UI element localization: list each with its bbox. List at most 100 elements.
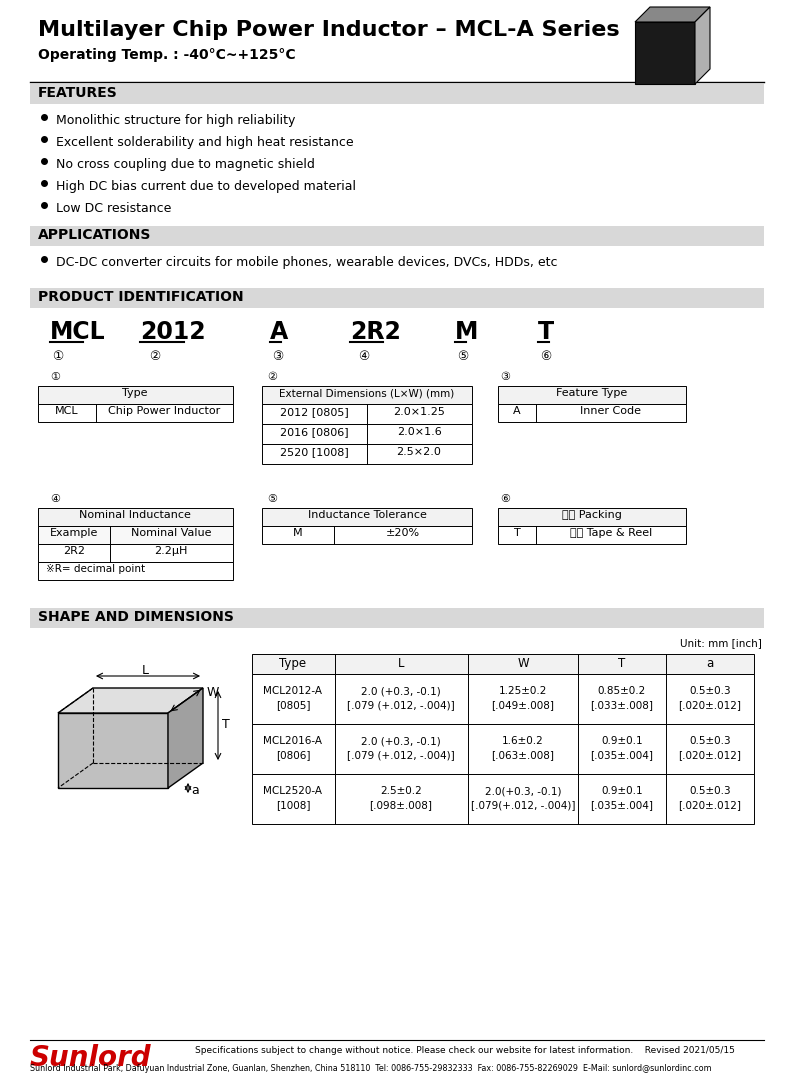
- Text: Example: Example: [50, 528, 98, 538]
- Text: ⑥: ⑥: [541, 350, 552, 363]
- Text: T: T: [514, 528, 520, 538]
- Text: W: W: [517, 657, 529, 670]
- Text: 2012 [0805]: 2012 [0805]: [279, 407, 349, 417]
- Text: [.079 (+.012, -.004)]: [.079 (+.012, -.004)]: [347, 750, 455, 760]
- Text: 2.0×1.25: 2.0×1.25: [393, 407, 445, 417]
- Text: L: L: [398, 657, 404, 670]
- Text: 维带 Tape & Reel: 维带 Tape & Reel: [570, 528, 652, 538]
- Text: [.035±.004]: [.035±.004]: [591, 750, 653, 760]
- Text: [.020±.012]: [.020±.012]: [679, 800, 742, 810]
- Text: ①: ①: [52, 350, 64, 363]
- Text: Nominal Value: Nominal Value: [131, 528, 211, 538]
- Text: [.079 (+.012, -.004)]: [.079 (+.012, -.004)]: [347, 700, 455, 710]
- Text: 2.0 (+0.3, -0.1): 2.0 (+0.3, -0.1): [361, 686, 441, 696]
- Text: [.035±.004]: [.035±.004]: [591, 800, 653, 810]
- Text: 0.5±0.3: 0.5±0.3: [689, 686, 730, 696]
- Text: 0.5±0.3: 0.5±0.3: [689, 786, 730, 796]
- Polygon shape: [635, 6, 710, 22]
- Text: ③: ③: [500, 372, 510, 382]
- Text: 包装 Packing: 包装 Packing: [562, 510, 622, 520]
- Text: 0.9±0.1: 0.9±0.1: [601, 786, 643, 796]
- Text: 0.85±0.2: 0.85±0.2: [598, 686, 646, 696]
- Text: [0805]: [0805]: [276, 700, 310, 710]
- Text: 2R2: 2R2: [350, 320, 401, 344]
- Text: MCL2520-A: MCL2520-A: [264, 786, 322, 796]
- Bar: [262, 526, 472, 544]
- Text: L: L: [141, 665, 148, 677]
- Text: 0.5±0.3: 0.5±0.3: [689, 736, 730, 746]
- Bar: [38, 526, 233, 544]
- Text: ※R= decimal point: ※R= decimal point: [46, 564, 145, 574]
- Text: 2.2μH: 2.2μH: [154, 546, 187, 556]
- Text: A: A: [513, 406, 521, 416]
- Text: Monolithic structure for high reliability: Monolithic structure for high reliabilit…: [56, 114, 295, 127]
- Text: FEATURES: FEATURES: [38, 86, 118, 100]
- Text: 2520 [1008]: 2520 [1008]: [279, 447, 349, 457]
- Text: Low DC resistance: Low DC resistance: [56, 202, 172, 215]
- Text: ④: ④: [358, 350, 370, 363]
- Text: [1008]: [1008]: [276, 800, 310, 810]
- Text: a: a: [707, 657, 714, 670]
- Text: MCL: MCL: [50, 320, 106, 344]
- Text: Sunlord Industrial Park, Dafuyuan Industrial Zone, Guanlan, Shenzhen, China 5181: Sunlord Industrial Park, Dafuyuan Indust…: [30, 1064, 711, 1073]
- Text: ③: ③: [272, 350, 283, 363]
- Bar: [38, 508, 233, 526]
- Text: Type: Type: [279, 657, 306, 670]
- Bar: [30, 226, 764, 246]
- Bar: [498, 404, 686, 422]
- Text: ⑥: ⑥: [500, 494, 510, 504]
- Text: Inductance Tolerance: Inductance Tolerance: [307, 510, 426, 520]
- Text: 2.5±0.2: 2.5±0.2: [380, 786, 422, 796]
- Text: ②: ②: [267, 372, 277, 382]
- Text: Chip Power Inductor: Chip Power Inductor: [108, 406, 220, 416]
- Text: [.063±.008]: [.063±.008]: [491, 750, 554, 760]
- Text: T: T: [619, 657, 626, 670]
- Text: 2.5×2.0: 2.5×2.0: [396, 447, 441, 457]
- Text: 2.0×1.6: 2.0×1.6: [397, 426, 441, 437]
- Text: 0.9±0.1: 0.9±0.1: [601, 736, 643, 746]
- Text: 1.6±0.2: 1.6±0.2: [502, 736, 544, 746]
- Polygon shape: [58, 688, 203, 713]
- Text: [.033±.008]: [.033±.008]: [591, 700, 653, 710]
- Bar: [38, 386, 233, 404]
- Text: M: M: [455, 320, 478, 344]
- Bar: [30, 609, 764, 628]
- Text: [.049±.008]: [.049±.008]: [491, 700, 554, 710]
- Text: Multilayer Chip Power Inductor – MCL-A Series: Multilayer Chip Power Inductor – MCL-A S…: [38, 20, 619, 40]
- Text: External Dimensions (L×W) (mm): External Dimensions (L×W) (mm): [279, 388, 455, 398]
- Text: W: W: [207, 686, 219, 699]
- Bar: [262, 508, 472, 526]
- Text: ⑤: ⑤: [267, 494, 277, 504]
- Bar: [252, 774, 754, 824]
- Bar: [38, 562, 233, 581]
- Text: SHAPE AND DIMENSIONS: SHAPE AND DIMENSIONS: [38, 610, 234, 624]
- Text: A: A: [270, 320, 288, 344]
- Text: Operating Temp. : -40°C~+125°C: Operating Temp. : -40°C~+125°C: [38, 48, 295, 62]
- Bar: [262, 404, 472, 424]
- Bar: [30, 84, 764, 104]
- Text: Type: Type: [122, 388, 148, 398]
- Text: DC-DC converter circuits for mobile phones, wearable devices, DVCs, HDDs, etc: DC-DC converter circuits for mobile phon…: [56, 256, 557, 269]
- Bar: [252, 654, 754, 674]
- Text: 2012: 2012: [140, 320, 206, 344]
- Text: Inner Code: Inner Code: [580, 406, 642, 416]
- Text: No cross coupling due to magnetic shield: No cross coupling due to magnetic shield: [56, 158, 315, 171]
- Text: [.020±.012]: [.020±.012]: [679, 700, 742, 710]
- Text: High DC bias current due to developed material: High DC bias current due to developed ma…: [56, 180, 356, 193]
- Text: Unit: mm [inch]: Unit: mm [inch]: [680, 638, 762, 648]
- Text: PRODUCT IDENTIFICATION: PRODUCT IDENTIFICATION: [38, 290, 244, 304]
- Bar: [262, 424, 472, 444]
- Text: [.079(+.012, -.004)]: [.079(+.012, -.004)]: [471, 800, 575, 810]
- Bar: [30, 288, 764, 308]
- Text: MCL2016-A: MCL2016-A: [264, 736, 322, 746]
- Text: T: T: [538, 320, 554, 344]
- Bar: [252, 724, 754, 774]
- Text: a: a: [191, 783, 198, 797]
- Bar: [262, 386, 472, 404]
- Bar: [498, 526, 686, 544]
- Text: Excellent solderability and high heat resistance: Excellent solderability and high heat re…: [56, 136, 353, 149]
- Text: MCL2012-A: MCL2012-A: [264, 686, 322, 696]
- Text: Sunlord: Sunlord: [30, 1044, 152, 1072]
- Text: 2016 [0806]: 2016 [0806]: [279, 426, 349, 437]
- Text: MCL: MCL: [56, 406, 79, 416]
